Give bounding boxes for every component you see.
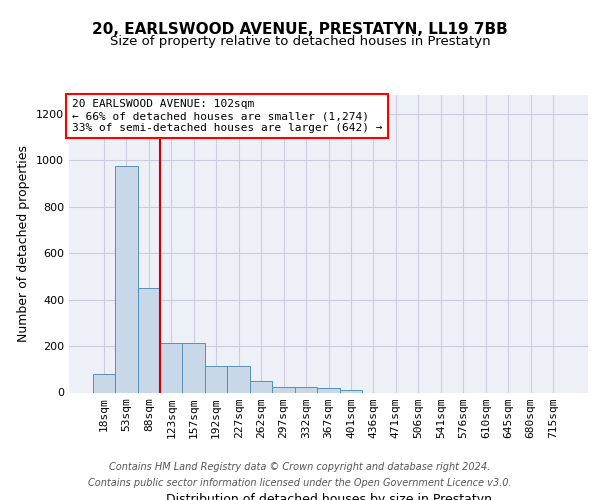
- Bar: [295, 387, 317, 392]
- Bar: [227, 366, 250, 392]
- Bar: [317, 388, 340, 392]
- Y-axis label: Number of detached properties: Number of detached properties: [17, 145, 31, 342]
- Bar: [160, 342, 182, 392]
- Text: Contains HM Land Registry data © Crown copyright and database right 2024.: Contains HM Land Registry data © Crown c…: [109, 462, 491, 472]
- X-axis label: Distribution of detached houses by size in Prestatyn: Distribution of detached houses by size …: [166, 494, 491, 500]
- Bar: [250, 382, 272, 392]
- Bar: [272, 387, 295, 392]
- Bar: [137, 288, 160, 393]
- Bar: [182, 342, 205, 392]
- Text: Size of property relative to detached houses in Prestatyn: Size of property relative to detached ho…: [110, 35, 490, 48]
- Bar: [92, 374, 115, 392]
- Text: 20 EARLSWOOD AVENUE: 102sqm
← 66% of detached houses are smaller (1,274)
33% of : 20 EARLSWOOD AVENUE: 102sqm ← 66% of det…: [71, 100, 382, 132]
- Text: Contains public sector information licensed under the Open Government Licence v3: Contains public sector information licen…: [88, 478, 512, 488]
- Bar: [115, 166, 137, 392]
- Text: 20, EARLSWOOD AVENUE, PRESTATYN, LL19 7BB: 20, EARLSWOOD AVENUE, PRESTATYN, LL19 7B…: [92, 22, 508, 38]
- Bar: [205, 366, 227, 392]
- Bar: [340, 390, 362, 392]
